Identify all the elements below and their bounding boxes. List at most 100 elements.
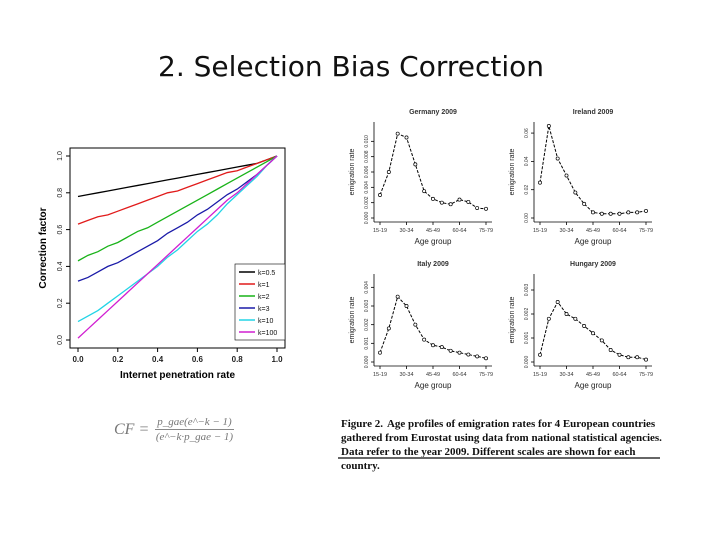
x-axis-label: Age group xyxy=(415,237,452,246)
data-point xyxy=(439,345,444,350)
data-point xyxy=(591,331,595,336)
data-point xyxy=(386,326,391,331)
data-point xyxy=(484,206,488,211)
x-tick-label: 60-64 xyxy=(612,228,626,234)
y-tick-label: 0.002 xyxy=(364,196,370,209)
y-axis-label: Correction factor xyxy=(38,207,49,288)
y-tick-label: 0.6 xyxy=(57,225,64,235)
x-tick-label: 75-79 xyxy=(639,372,653,378)
y-tick-label: 0.002 xyxy=(364,318,370,331)
data-point xyxy=(413,322,418,327)
x-tick-label: 75-79 xyxy=(479,372,493,378)
data-point xyxy=(431,196,435,201)
data-point xyxy=(644,357,648,362)
y-tick-label: 0.000 xyxy=(364,212,370,225)
ireland-2009-chart: Ireland 2009 0.00 0.02 0.04 0.06 15-19 30-34 45… xyxy=(509,109,653,246)
data-point xyxy=(484,356,488,361)
series-line xyxy=(379,295,487,359)
x-tick-label: 60-64 xyxy=(452,372,466,378)
data-point xyxy=(538,180,542,185)
x-tick-label: 0.0 xyxy=(72,355,84,364)
y-tick-label: 0.00 xyxy=(524,213,530,223)
data-point xyxy=(555,300,560,304)
data-point xyxy=(422,337,427,342)
data-point xyxy=(635,210,640,215)
formula-lhs: CF = xyxy=(114,420,150,438)
figure-caption: Figure 2. Age profiles of emigration rate… xyxy=(341,417,663,473)
slide-title: 2. Selection Bias Correction xyxy=(158,50,545,83)
x-tick-label: 0.4 xyxy=(152,355,164,364)
y-tick-label: 0.001 xyxy=(524,332,530,345)
data-point xyxy=(546,124,551,128)
series-line-k=1 xyxy=(77,155,278,225)
data-point xyxy=(617,211,622,216)
chart-title: Hungary 2009 xyxy=(570,261,616,268)
data-point xyxy=(573,316,578,321)
series-line-k=10 xyxy=(77,155,278,323)
y-axis-label: emigration rate xyxy=(509,149,516,196)
series-line-k=0.5 xyxy=(77,155,278,198)
correction-factor-chart: 0.0 0.2 0.4 0.6 0.8 1.0 0.0 0.2 0.4 0.6 0.8 1.0 Inte… xyxy=(38,147,286,381)
x-tick-label: 15-19 xyxy=(373,372,387,378)
x-tick-label: 75-79 xyxy=(479,228,493,234)
legend-label: k=100 xyxy=(258,330,277,337)
data-point xyxy=(538,352,542,357)
legend-label: k=0.5 xyxy=(258,270,275,277)
formula-fraction: p_gae(e^−k − 1) (e^−k·p_gae − 1) xyxy=(155,416,234,443)
x-axis-label: Age group xyxy=(575,381,612,390)
data-point xyxy=(626,355,631,360)
y-tick-label: 0.000 xyxy=(524,356,530,369)
legend-label: k=1 xyxy=(258,282,270,289)
x-axis-label: Internet penetration rate xyxy=(120,370,235,381)
y-tick-label: 0.0 xyxy=(57,335,64,345)
data-point xyxy=(564,173,569,178)
data-point xyxy=(564,312,569,316)
data-point xyxy=(617,352,622,357)
data-point xyxy=(475,354,480,359)
hungary-2009-chart: Hungary 2009 0.000 0.001 0.002 0.003 15-19 30-… xyxy=(509,261,653,390)
y-tick-label: 0.003 xyxy=(364,300,370,313)
x-tick-label: 30-34 xyxy=(559,372,573,378)
x-tick-label: 45-49 xyxy=(426,228,440,234)
y-tick-label: 0.004 xyxy=(364,181,370,194)
data-point xyxy=(466,199,471,204)
y-tick-label: 0.001 xyxy=(364,337,370,350)
data-point xyxy=(591,210,595,215)
data-point xyxy=(386,170,391,174)
data-point xyxy=(546,316,551,321)
data-point xyxy=(395,131,400,136)
x-tick-label: 0.2 xyxy=(112,355,124,364)
x-tick-label: 15-19 xyxy=(533,228,547,234)
y-tick-label: 0.06 xyxy=(524,128,530,138)
y-tick-label: 0.010 xyxy=(364,135,370,148)
series-line xyxy=(539,125,647,215)
y-tick-label: 1.0 xyxy=(57,151,64,161)
x-tick-label: 0.8 xyxy=(232,355,244,364)
formula-numerator: p_gae(e^−k − 1) xyxy=(155,416,234,430)
data-point xyxy=(378,350,382,355)
data-point xyxy=(582,201,587,206)
y-tick-label: 0.04 xyxy=(524,156,530,166)
x-tick-label: 30-34 xyxy=(399,228,413,234)
x-axis-label: Age group xyxy=(575,237,612,246)
data-point xyxy=(378,193,382,197)
series-line-k=2 xyxy=(77,155,278,262)
chart-title: Italy 2009 xyxy=(417,261,449,268)
x-tick-label: 60-64 xyxy=(612,372,626,378)
y-tick-label: 0.8 xyxy=(57,188,64,198)
legend-label: k=10 xyxy=(258,318,273,325)
data-point xyxy=(448,202,453,207)
data-point xyxy=(608,211,613,216)
data-point xyxy=(395,294,400,299)
x-tick-label: 45-49 xyxy=(586,372,600,378)
y-tick-label: 0.004 xyxy=(364,281,370,294)
data-point xyxy=(475,206,480,210)
y-tick-label: 0.003 xyxy=(524,284,530,297)
x-tick-label: 45-49 xyxy=(426,372,440,378)
series-line-k=100 xyxy=(77,155,278,339)
chart-title: Ireland 2009 xyxy=(573,109,614,116)
data-point xyxy=(431,343,435,348)
data-point xyxy=(573,190,578,195)
y-axis-label: emigration rate xyxy=(349,297,356,344)
italy-2009-chart: Italy 2009 0.000 0.001 0.002 0.003 0.004 15-19… xyxy=(349,261,493,390)
